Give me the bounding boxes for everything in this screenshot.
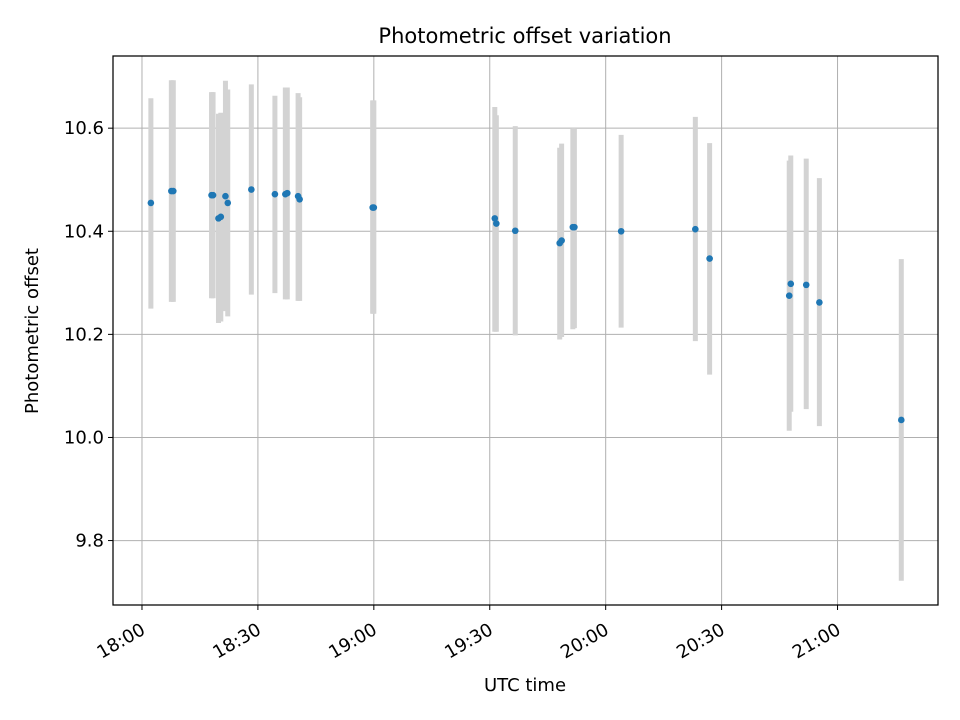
data-point xyxy=(370,204,378,211)
data-point xyxy=(493,220,500,227)
data-point xyxy=(217,213,225,221)
y-tick-label: 10.2 xyxy=(64,324,104,345)
plot-area xyxy=(112,55,939,606)
y-axis-label: Photometric offset xyxy=(22,248,43,414)
data-point xyxy=(296,196,303,203)
data-point xyxy=(169,187,177,195)
data-point xyxy=(571,223,578,231)
data-point xyxy=(706,255,713,262)
data-point xyxy=(816,299,823,306)
y-tick-label: 9.8 xyxy=(75,531,104,552)
data-point xyxy=(787,280,795,288)
data-points xyxy=(147,186,905,424)
data-point xyxy=(248,186,255,193)
data-point xyxy=(511,227,519,235)
x-axis-label: UTC time xyxy=(484,675,566,696)
data-point xyxy=(558,237,565,244)
y-tick-label: 10.6 xyxy=(64,118,104,139)
chart-title: Photometric offset variation xyxy=(378,24,671,48)
data-point xyxy=(147,199,155,207)
plot-frame xyxy=(112,55,939,606)
data-point xyxy=(785,292,793,300)
data-point xyxy=(222,192,229,200)
plot-background xyxy=(113,56,938,605)
data-point xyxy=(802,281,810,289)
y-axis-ticks: 9.8 10.0 10.2 10.4 10.6 xyxy=(64,118,113,552)
data-point xyxy=(271,190,279,198)
data-point xyxy=(692,225,699,233)
data-point xyxy=(617,227,625,235)
data-point xyxy=(491,215,499,222)
data-point xyxy=(897,416,905,424)
data-point xyxy=(209,191,217,199)
y-tick-label: 10.4 xyxy=(64,221,104,242)
data-point xyxy=(283,189,291,197)
y-tick-label: 10.0 xyxy=(64,427,104,448)
data-point xyxy=(224,199,232,207)
